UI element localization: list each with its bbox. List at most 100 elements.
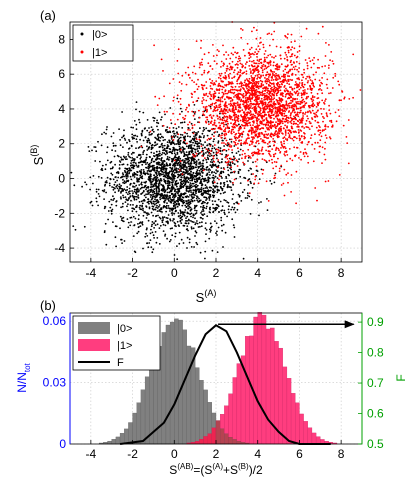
scatter-point-state1: [229, 144, 231, 146]
scatter-point-state0: [209, 161, 212, 163]
scatter-point-state0: [189, 194, 191, 196]
scatter-point-state0: [226, 215, 229, 218]
scatter-point-state1: [243, 81, 246, 84]
scatter-point-state0: [233, 206, 236, 209]
scatter-point-state1: [219, 118, 222, 121]
scatter-point-state1: [319, 139, 322, 142]
scatter-point-state1: [306, 64, 309, 67]
scatter-point-state0: [160, 169, 162, 172]
scatter-point-state0: [141, 161, 144, 163]
scatter-point-state1: [233, 71, 235, 74]
scatter-point-state1: [211, 68, 214, 70]
scatter-point-state0: [216, 182, 219, 185]
scatter-point-state1: [315, 111, 318, 114]
scatter-point-state0: [119, 186, 121, 189]
scatter-point-state0: [114, 150, 117, 152]
scatter-point-state0: [190, 191, 193, 194]
scatter-point-state1: [318, 101, 321, 104]
scatter-point-state1: [250, 89, 252, 92]
scatter-point-state1: [237, 104, 239, 107]
scatter-point-state0: [112, 132, 115, 134]
scatter-point-state0: [196, 199, 199, 202]
scatter-point-state0: [190, 162, 193, 165]
scatter-point-state0: [158, 205, 160, 208]
scatter-point-state1: [267, 124, 270, 127]
scatter-point-state0: [211, 163, 214, 166]
scatter-point-state1: [216, 108, 219, 111]
scatter-point-state1: [303, 83, 306, 86]
scatter-point-state0: [211, 249, 214, 252]
scatter-point-state1: [282, 73, 285, 76]
scatter-point-state0: [221, 209, 224, 212]
scatter-point-state0: [127, 180, 129, 183]
scatter-point-state0: [89, 188, 91, 191]
scatter-point-state0: [202, 208, 204, 211]
scatter-point-state1: [268, 159, 271, 162]
scatter-point-state1: [320, 113, 323, 115]
scatter-point-state0: [110, 212, 113, 215]
scatter-point-state0: [195, 164, 198, 166]
scatter-point-state1: [305, 97, 308, 100]
scatter-point-state1: [295, 170, 298, 173]
scatter-point-state1: [308, 57, 311, 59]
scatter-point-state0: [185, 200, 187, 202]
scatter-point-state1: [244, 157, 247, 160]
scatter-point-state1: [211, 117, 213, 120]
scatter-point-state0: [139, 161, 142, 164]
scatter-point-state1: [293, 68, 296, 71]
scatter-point-state0: [178, 164, 181, 166]
scatter-point-state1: [267, 73, 270, 76]
scatter-point-state0: [239, 169, 242, 171]
scatter-point-state0: [156, 174, 159, 177]
scatter-point-state1: [281, 75, 283, 78]
scatter-point-state1: [222, 113, 225, 115]
scatter-point-state0: [146, 119, 149, 121]
scatter-point-state1: [225, 67, 228, 70]
scatter-point-state0: [186, 220, 189, 222]
scatter-point-state1: [240, 84, 243, 87]
scatter-point-state1: [252, 72, 254, 75]
scatter-point-state1: [261, 116, 264, 118]
scatter-point-state1: [172, 112, 175, 115]
scatter-point-state1: [230, 88, 232, 91]
scatter-point-state1: [235, 89, 238, 92]
scatter-point-state0: [171, 227, 174, 230]
scatter-point-state0: [131, 159, 134, 162]
scatter-point-state1: [242, 49, 245, 51]
scatter-point-state0: [145, 153, 148, 156]
scatter-point-state0: [139, 171, 142, 174]
scatter-point-state0: [167, 198, 170, 200]
scatter-point-state0: [155, 194, 157, 197]
scatter-point-state0: [140, 181, 143, 184]
scatter-point-state0: [177, 143, 180, 146]
scatter-point-state0: [207, 157, 210, 160]
scatter-point-state0: [152, 167, 155, 169]
scatter-point-state1: [254, 93, 257, 96]
scatter-point-state1: [219, 135, 221, 137]
scatter-point-state1: [287, 132, 290, 135]
scatter-point-state0: [123, 188, 126, 191]
scatter-point-state0: [211, 200, 214, 202]
scatter-point-state1: [270, 97, 273, 99]
scatter-point-state1: [280, 125, 282, 128]
scatter-point-state1: [258, 60, 260, 62]
scatter-point-state0: [162, 190, 164, 192]
scatter-point-state0: [190, 227, 193, 230]
scatter-point-state1: [233, 178, 236, 181]
scatter-point-state1: [251, 107, 254, 110]
scatter-point-state0: [153, 200, 156, 203]
scatter-point-state0: [115, 204, 118, 207]
scatter-point-state0: [90, 200, 93, 203]
scatter-point-state0: [121, 172, 124, 175]
scatter-point-state0: [217, 198, 220, 201]
scatter-point-state1: [262, 74, 265, 77]
scatter-point-state1: [321, 162, 323, 165]
scatter-point-state1: [311, 59, 314, 61]
scatter-point-state0: [145, 188, 147, 191]
scatter-point-state0: [231, 158, 234, 161]
scatter-point-state0: [95, 188, 98, 191]
scatter-point-state1: [233, 88, 236, 91]
scatter-point-state1: [261, 65, 264, 68]
scatter-point-state1: [272, 138, 275, 140]
scatter-point-state0: [134, 162, 137, 165]
